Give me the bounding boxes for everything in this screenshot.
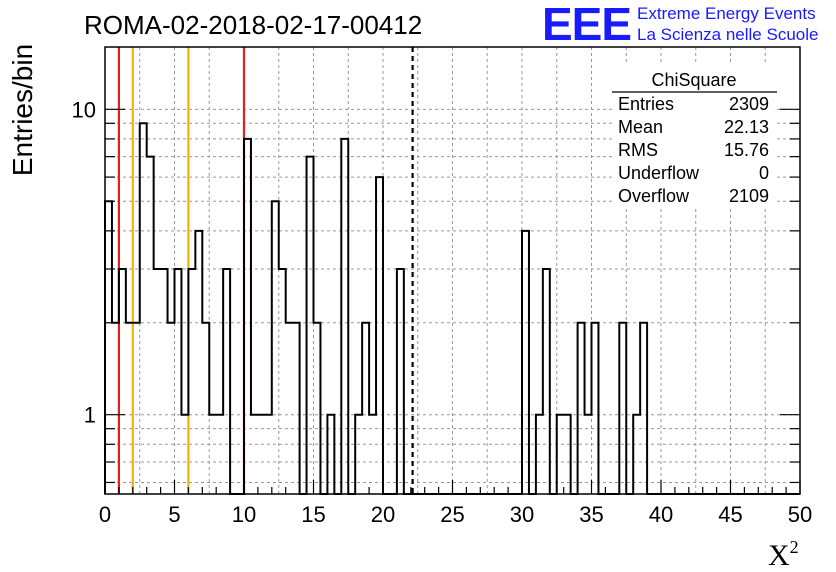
x-tick-label: 30	[510, 502, 534, 527]
tick-labels: 0 5 10 15 20 25 30 35 40 45 50 1 10	[72, 97, 813, 527]
stats-row-value: 2309	[729, 94, 769, 114]
stats-row-label: RMS	[618, 140, 658, 160]
stats-row-label: Overflow	[618, 186, 690, 206]
cut-lines	[117, 47, 414, 494]
eee-logo: EEE Extreme Energy Events La Scienza nel…	[542, 0, 818, 50]
x-tick-label: 10	[232, 502, 256, 527]
x-tick-label: 45	[718, 502, 742, 527]
x-tick-label: 25	[440, 502, 464, 527]
logo-line-2: La Scienza nelle Scuole	[637, 25, 818, 44]
stats-row-value: 0	[759, 163, 769, 183]
x-tick-label: 20	[371, 502, 395, 527]
stats-row-value: 22.13	[724, 117, 769, 137]
y-tick-label: 1	[84, 403, 96, 428]
x-tick-label: 0	[99, 502, 111, 527]
stats-row-value: 2109	[729, 186, 769, 206]
y-axis-label: Entries/bin	[7, 44, 38, 176]
grid-lines	[105, 47, 801, 494]
x-tick-label: 5	[168, 502, 180, 527]
y-tick-label: 10	[72, 97, 96, 122]
x-tick-label: 35	[579, 502, 603, 527]
logo-line-1: Extreme Energy Events	[637, 4, 816, 23]
chart-title: ROMA-02-2018-02-17-00412	[84, 10, 422, 40]
logo-mark: EEE	[542, 0, 631, 50]
stats-title: ChiSquare	[651, 70, 736, 90]
axis-ticks	[104, 108, 801, 494]
x-tick-label: 15	[301, 502, 325, 527]
stats-box: ChiSquare Entries 2309 Mean 22.13 RMS 15.76 Un…	[612, 63, 777, 209]
stats-row-label: Underflow	[618, 163, 700, 183]
x-tick-label: 50	[788, 502, 812, 527]
stats-row-label: Mean	[618, 117, 663, 137]
x-axis-label: X2	[768, 537, 799, 572]
stats-row-label: Entries	[618, 94, 674, 114]
stats-row-value: 15.76	[724, 140, 769, 160]
x-tick-label: 40	[649, 502, 673, 527]
